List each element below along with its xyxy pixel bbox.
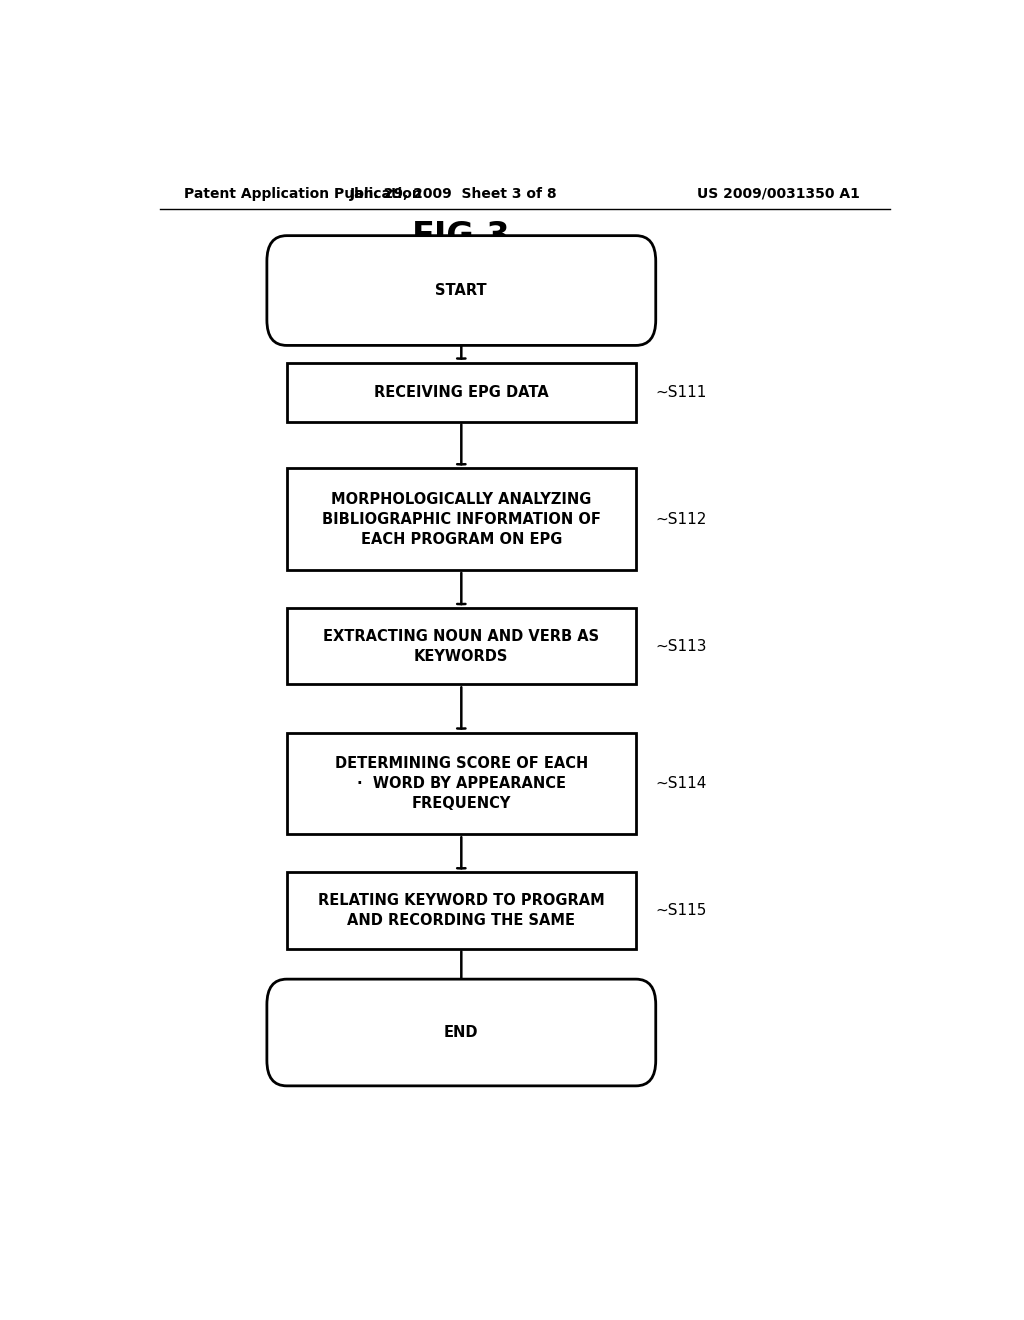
Text: RECEIVING EPG DATA: RECEIVING EPG DATA <box>374 384 549 400</box>
FancyBboxPatch shape <box>287 363 636 421</box>
Text: ~S115: ~S115 <box>655 903 708 917</box>
Text: MORPHOLOGICALLY ANALYZING
BIBLIOGRAPHIC INFORMATION OF
EACH PROGRAM ON EPG: MORPHOLOGICALLY ANALYZING BIBLIOGRAPHIC … <box>322 492 601 546</box>
Text: ~S113: ~S113 <box>655 639 708 653</box>
FancyBboxPatch shape <box>267 236 655 346</box>
FancyBboxPatch shape <box>287 873 636 949</box>
Text: ~S114: ~S114 <box>655 776 708 791</box>
Text: START: START <box>435 282 487 298</box>
Text: FIG.3: FIG.3 <box>412 220 511 253</box>
Text: EXTRACTING NOUN AND VERB AS
KEYWORDS: EXTRACTING NOUN AND VERB AS KEYWORDS <box>324 628 599 664</box>
FancyBboxPatch shape <box>287 733 636 834</box>
Text: ~S111: ~S111 <box>655 384 708 400</box>
FancyBboxPatch shape <box>267 979 655 1086</box>
FancyBboxPatch shape <box>287 469 636 570</box>
Text: Patent Application Publication: Patent Application Publication <box>183 187 421 201</box>
Text: Jan. 29, 2009  Sheet 3 of 8: Jan. 29, 2009 Sheet 3 of 8 <box>349 187 557 201</box>
Text: END: END <box>444 1026 478 1040</box>
Text: DETERMINING SCORE OF EACH
·  WORD BY APPEARANCE
FREQUENCY: DETERMINING SCORE OF EACH · WORD BY APPE… <box>335 756 588 810</box>
Text: US 2009/0031350 A1: US 2009/0031350 A1 <box>697 187 860 201</box>
FancyBboxPatch shape <box>287 609 636 684</box>
Text: ~S112: ~S112 <box>655 512 708 527</box>
Text: RELATING KEYWORD TO PROGRAM
AND RECORDING THE SAME: RELATING KEYWORD TO PROGRAM AND RECORDIN… <box>317 894 605 928</box>
